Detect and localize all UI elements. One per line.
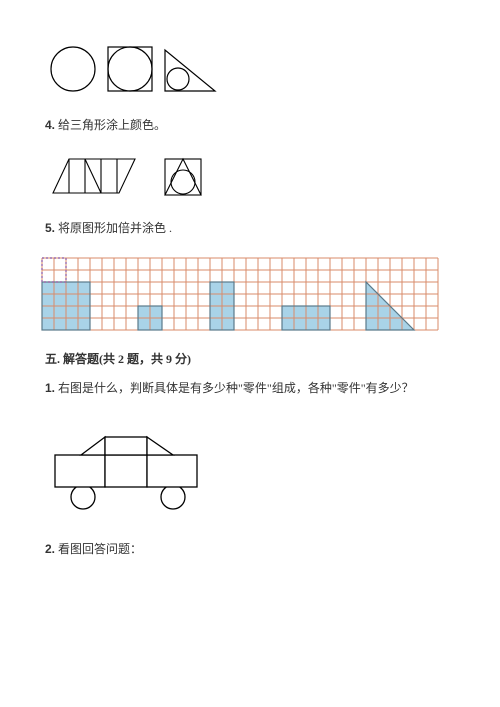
- s5q2-num: 2.: [45, 542, 55, 556]
- q4-body: 给三角形涂上颜色。: [55, 118, 166, 132]
- q4-shapes-svg: [45, 153, 225, 201]
- s5q2-text: 2. 看图回答问题：: [45, 540, 455, 559]
- q4-num: 4.: [45, 118, 55, 132]
- section5-title: 五. 解答题(共 2 题，共 9 分): [45, 350, 455, 367]
- q5-text: 5. 将原图形加倍并涂色 .: [45, 219, 455, 238]
- s5q1-text: 1. 右图是什么，判断具体是有多少种"零件"组成，各种"零件"有多少？: [45, 379, 455, 398]
- s5q1-body: 右图是什么，判断具体是有多少种"零件"组成，各种"零件"有多少？: [55, 381, 414, 395]
- q5-grid-figure: [40, 256, 455, 332]
- q5-grid-svg: [40, 256, 440, 332]
- car-figure: [45, 427, 455, 512]
- s5q1-num: 1.: [45, 381, 55, 395]
- s5q2-body: 看图回答问题：: [55, 542, 142, 556]
- q4-figure-row: [45, 153, 455, 201]
- q5-num: 5.: [45, 221, 55, 235]
- q3-shapes-svg: [45, 40, 235, 98]
- q3-figure-row: [45, 40, 455, 98]
- q5-body: 将原图形加倍并涂色 .: [55, 221, 172, 235]
- car-svg: [45, 427, 215, 512]
- q4-text: 4. 给三角形涂上颜色。: [45, 116, 455, 135]
